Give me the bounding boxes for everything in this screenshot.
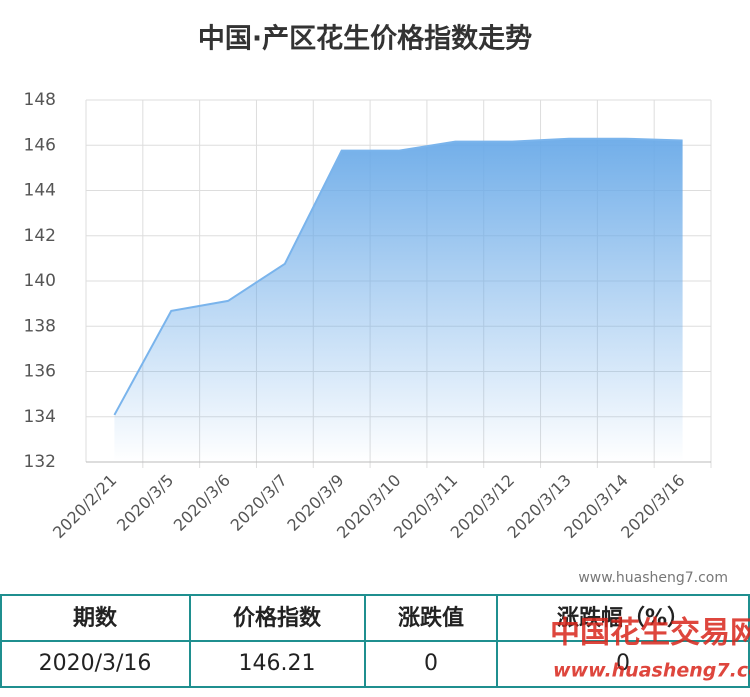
y-tick-label: 142 [24, 226, 56, 246]
source: www.huasheng7.com [578, 570, 728, 586]
table-header: 涨跌值 [398, 605, 464, 631]
x-tick-label: 2020/3/5 [113, 471, 177, 535]
y-tick-label: 136 [24, 362, 56, 382]
area [114, 138, 683, 462]
y-tick-label: 134 [24, 407, 56, 427]
y-tick-label: 144 [24, 181, 56, 201]
watermark-url: www.huasheng7.com [553, 660, 750, 682]
table-header: 期数 [73, 605, 118, 631]
line [113, 137, 683, 416]
y-tick-label: 138 [24, 316, 56, 336]
watermark-name: 中国花生交易网 [550, 616, 750, 651]
table: 期数 价格指数 涨跌值 涨跌幅（%） 2020/3/16 146.21 0 0 [0, 594, 750, 688]
table-cell: 146.21 [239, 651, 316, 676]
watermark: 中国花生交易网 www.huasheng7.com [550, 616, 750, 682]
plot: 1321341361381401421441461482020/2/212020… [24, 90, 712, 542]
y-tick-label: 140 [24, 271, 56, 291]
y-tick-label: 146 [24, 135, 56, 155]
y-tick-label: 132 [24, 452, 56, 472]
table-cell: 0 [616, 651, 630, 676]
table-header: 价格指数 [233, 605, 322, 631]
table-cell: 0 [424, 651, 438, 676]
table-header: 涨跌幅（%） [557, 606, 689, 631]
y-tick-label: 148 [24, 90, 56, 110]
table-cell: 2020/3/16 [39, 651, 152, 676]
x-tick-label: 2020/3/6 [170, 471, 234, 535]
x-tick-label: 2020/3/7 [227, 471, 291, 535]
x-tick-label: 2020/2/21 [49, 471, 120, 542]
chart-title: 中国·产区花生价格指数走势 [198, 24, 532, 55]
